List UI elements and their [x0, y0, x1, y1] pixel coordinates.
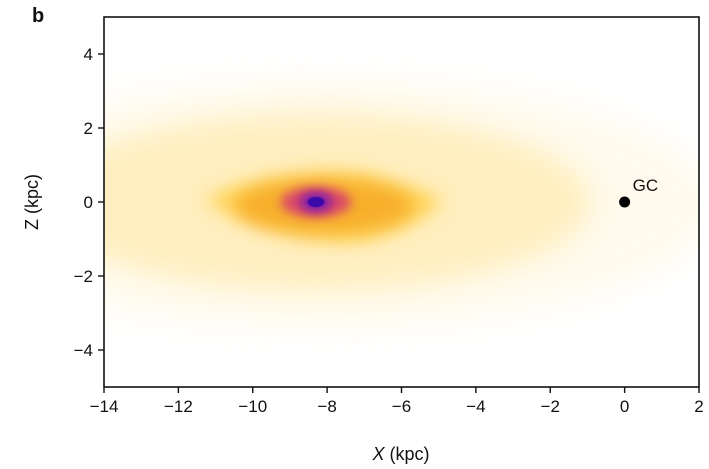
density-heatmap: [104, 78, 699, 330]
panel-label: b: [32, 5, 44, 27]
x-tick-label: −14: [90, 397, 119, 416]
y-tick-label: −2: [74, 267, 93, 286]
x-tick-label: −2: [541, 397, 560, 416]
y-tick-label: 4: [84, 45, 93, 64]
x-tick-label: −6: [392, 397, 411, 416]
x-axis-label-var: X: [371, 444, 385, 464]
y-axis-ticks: −4 −2 0 2 4: [74, 45, 104, 360]
x-tick-label: −8: [317, 397, 336, 416]
y-axis-label: Z (kpc): [22, 174, 42, 230]
x-tick-label: 0: [620, 397, 629, 416]
x-tick-label: −10: [238, 397, 267, 416]
x-tick-label: −4: [466, 397, 485, 416]
y-tick-label: 0: [84, 193, 93, 212]
gc-marker: [619, 196, 631, 208]
y-tick-label: −4: [74, 341, 93, 360]
x-tick-label: −12: [164, 397, 193, 416]
y-tick-label: 2: [84, 119, 93, 138]
x-axis-label: X (kpc): [371, 444, 429, 464]
density-peak-center: [307, 196, 325, 208]
x-axis-ticks: −14 −12 −10 −8 −6 −4 −2 0 2: [90, 387, 704, 416]
gc-label: GC: [633, 176, 659, 195]
x-axis-label-unit: (kpc): [385, 444, 430, 464]
x-tick-label: 2: [694, 397, 703, 416]
annotations-layer: GC: [619, 176, 658, 208]
